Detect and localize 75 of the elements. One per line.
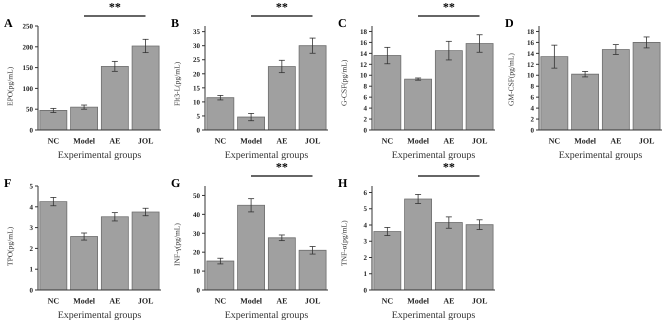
x-tick-label: AE	[109, 296, 120, 306]
bar	[404, 78, 432, 130]
x-tick-label: NC	[382, 136, 394, 146]
bar	[632, 42, 660, 130]
bar	[237, 204, 265, 290]
bar	[602, 49, 630, 130]
x-tick-label: Model	[407, 136, 430, 146]
x-tick-label: NC	[214, 296, 226, 306]
x-tick-label: NC	[48, 136, 60, 146]
x-axis-title: Experimental groups	[224, 150, 308, 161]
bar	[39, 201, 68, 290]
bar	[373, 231, 402, 290]
x-tick-label: Model	[407, 296, 430, 306]
bar	[434, 222, 463, 290]
x-tick-label: NC	[382, 296, 394, 306]
x-axis-title: Experimental groups	[558, 150, 642, 161]
chart-title: B	[171, 16, 180, 31]
x-tick-label: Model	[574, 136, 597, 146]
bar	[39, 110, 68, 130]
x-tick-label: AE	[276, 296, 288, 306]
bar	[466, 43, 494, 130]
x-tick-label: JOL	[304, 136, 320, 146]
text: **	[108, 0, 122, 15]
chart-title: A	[4, 16, 13, 31]
x-tick-label: Model	[240, 136, 263, 146]
bar	[268, 66, 296, 130]
x-tick-label: JOL	[304, 296, 320, 306]
bar	[404, 198, 432, 290]
chart-title: G	[171, 176, 180, 191]
bar	[268, 237, 296, 290]
bar	[70, 236, 98, 290]
chart-title: F	[4, 176, 12, 191]
bar	[100, 66, 129, 130]
text: **	[274, 160, 289, 175]
chart-title: C	[338, 16, 347, 31]
x-tick-label: Model	[73, 136, 96, 146]
chart-title: D	[505, 16, 514, 31]
x-axis-title: Experimental groups	[392, 150, 476, 161]
x-tick-label: AE	[109, 136, 120, 146]
x-tick-label: AE	[443, 296, 454, 306]
x-tick-label: AE	[276, 136, 288, 146]
x-tick-label: NC	[548, 136, 560, 146]
bar	[70, 106, 98, 130]
text: **	[442, 160, 456, 175]
x-axis-title: Experimental groups	[58, 150, 142, 161]
bar	[373, 55, 402, 130]
x-axis-title: Experimental groups	[58, 310, 142, 321]
x-tick-label: AE	[610, 136, 622, 146]
bar	[132, 212, 160, 290]
bar	[100, 216, 129, 290]
x-tick-label: JOL	[138, 136, 154, 146]
x-tick-label: AE	[443, 136, 454, 146]
x-axis-title: Experimental groups	[392, 310, 476, 321]
x-tick-label: Model	[73, 296, 96, 306]
x-tick-label: JOL	[138, 296, 154, 306]
bar	[466, 224, 494, 290]
x-tick-label: Model	[240, 296, 263, 306]
bar	[132, 46, 160, 130]
x-axis-title: Experimental groups	[224, 310, 308, 321]
bar	[298, 45, 326, 130]
x-tick-label: NC	[214, 136, 226, 146]
x-tick-label: NC	[48, 296, 60, 306]
bar	[571, 74, 599, 130]
bar	[540, 56, 568, 130]
bar	[206, 97, 234, 130]
bar	[237, 116, 265, 130]
x-tick-label: JOL	[472, 296, 488, 306]
text: **	[442, 0, 456, 15]
bar	[434, 50, 463, 130]
text: **	[274, 0, 289, 15]
bar	[206, 260, 234, 290]
chart-title: H	[338, 176, 348, 191]
x-tick-label: JOL	[638, 136, 654, 146]
x-tick-label: JOL	[472, 136, 488, 146]
bar	[298, 250, 326, 290]
